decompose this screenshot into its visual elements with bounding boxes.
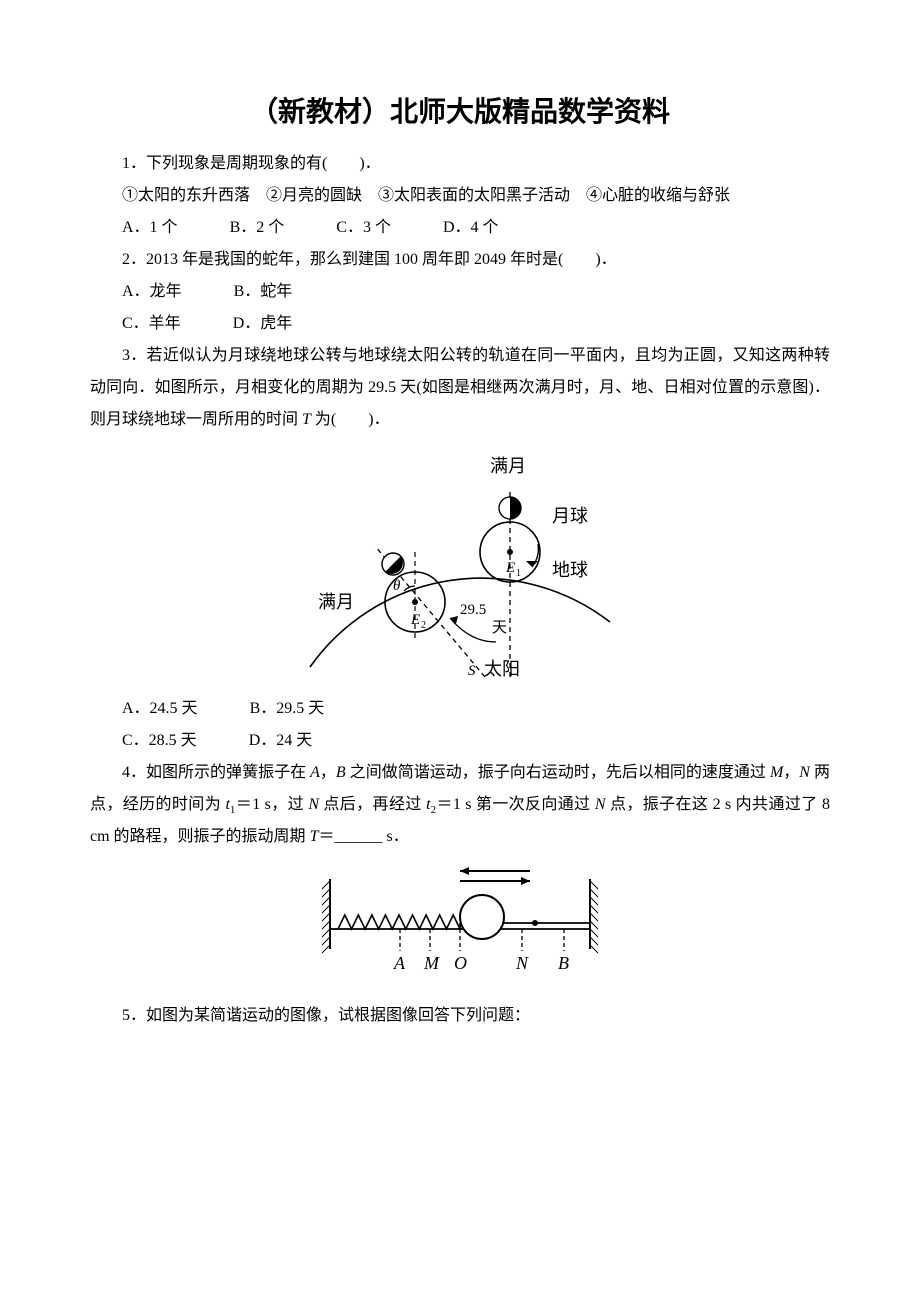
q1-optD: D．4 个 [443,219,499,236]
svg-text:天: 天 [492,620,507,636]
q2-optD: D．虎年 [233,315,293,332]
q5-stem: 5．如图为某简谐运动的图像，试根据图像回答下列问题： [90,1000,830,1032]
q4-s16: ＝1 s 第一次反向通过 [436,796,595,813]
q4-s17: N [595,796,606,813]
q3-optA: A．24.5 天 [122,700,198,717]
q2-optA: A．龙年 [122,283,182,300]
svg-text:E: E [505,560,515,576]
q4-s3: B [336,764,346,781]
doc-title: （新教材）北师大版精品数学资料 [90,90,830,130]
q3-stem-T: T [302,411,311,428]
svg-text:地球: 地球 [552,560,588,580]
svg-text:O: O [454,953,467,973]
q1-substem: ①太阳的东升西落 ②月亮的圆缺 ③太阳表面的太阳黑子活动 ④心脏的收缩与舒张 [90,180,830,212]
svg-text:B: B [558,953,569,973]
svg-text:太阳: 太阳 [484,659,520,679]
q4-s12: N [308,796,319,813]
q4-s0: 4．如图所示的弹簧振子在 [122,764,310,781]
q1-options: A．1 个 B．2 个 C．3 个 D．4 个 [90,212,830,244]
svg-text:1: 1 [516,568,521,579]
q3-stem: 3．若近似认为月球绕地球公转与地球绕太阳公转的轨道在同一平面内，且均为正圆，又知… [90,340,830,436]
q3-figure: 满月月球地球满月E1E2θ29.5天S太阳 [90,442,830,687]
q2-optB: B．蛇年 [234,283,293,300]
spring-oscillator-diagram: AMO N B [310,859,610,989]
q1-stem: 1．下列现象是周期现象的有( )． [90,148,830,180]
q4-s20: ＝______ s． [318,828,408,845]
q3-stem-2: 为( )． [311,411,390,428]
svg-text:N: N [515,953,529,973]
svg-text:2: 2 [421,620,426,631]
svg-text:θ: θ [393,578,401,594]
svg-text:M: M [423,953,440,973]
q1-optC: C．3 个 [336,219,391,236]
q3-optB: B．29.5 天 [250,700,325,717]
page: （新教材）北师大版精品数学资料 1．下列现象是周期现象的有( )． ①太阳的东升… [0,0,920,1302]
q2-stem: 2．2013 年是我国的蛇年，那么到建国 100 周年即 2049 年时是( )… [90,244,830,276]
q4-s5: M [770,764,783,781]
q1-optA: A．1 个 [122,219,178,236]
svg-text:29.5: 29.5 [460,602,486,618]
q4-stem: 4．如图所示的弹簧振子在 A，B 之间做简谐运动，振子向右运动时，先后以相同的速… [90,757,830,853]
q4-s13: 点后，再经过 [319,796,426,813]
q4-s4: 之间做简谐运动，振子向右运动时，先后以相同的速度通过 [346,764,770,781]
q4-figure: AMO N B [90,859,830,994]
q4-s2: ， [320,764,336,781]
q2-optC: C．羊年 [122,315,181,332]
svg-text:满月: 满月 [490,456,526,476]
q3-optC: C．28.5 天 [122,732,197,749]
q4-s11: ＝1 s，过 [235,796,308,813]
q3-options-row1: A．24.5 天 B．29.5 天 [90,693,830,725]
svg-text:E: E [410,612,420,628]
svg-text:满月: 满月 [318,592,354,612]
svg-text:S: S [468,663,476,679]
svg-text:月球: 月球 [552,506,588,526]
q4-s6: ， [783,764,799,781]
q2-options-row1: A．龙年 B．蛇年 [90,276,830,308]
svg-text:A: A [393,953,406,973]
q1-optB: B．2 个 [230,219,285,236]
q4-s1: A [310,764,320,781]
q3-options-row2: C．28.5 天 D．24 天 [90,725,830,757]
moon-earth-sun-diagram: 满月月球地球满月E1E2θ29.5天S太阳 [300,442,620,682]
q2-options-row2: C．羊年 D．虎年 [90,308,830,340]
q4-s7: N [799,764,810,781]
q3-stem-1: 3．若近似认为月球绕地球公转与地球绕太阳公转的轨道在同一平面内，且均为正圆，又知… [90,347,830,428]
q3-optD: D．24 天 [249,732,313,749]
